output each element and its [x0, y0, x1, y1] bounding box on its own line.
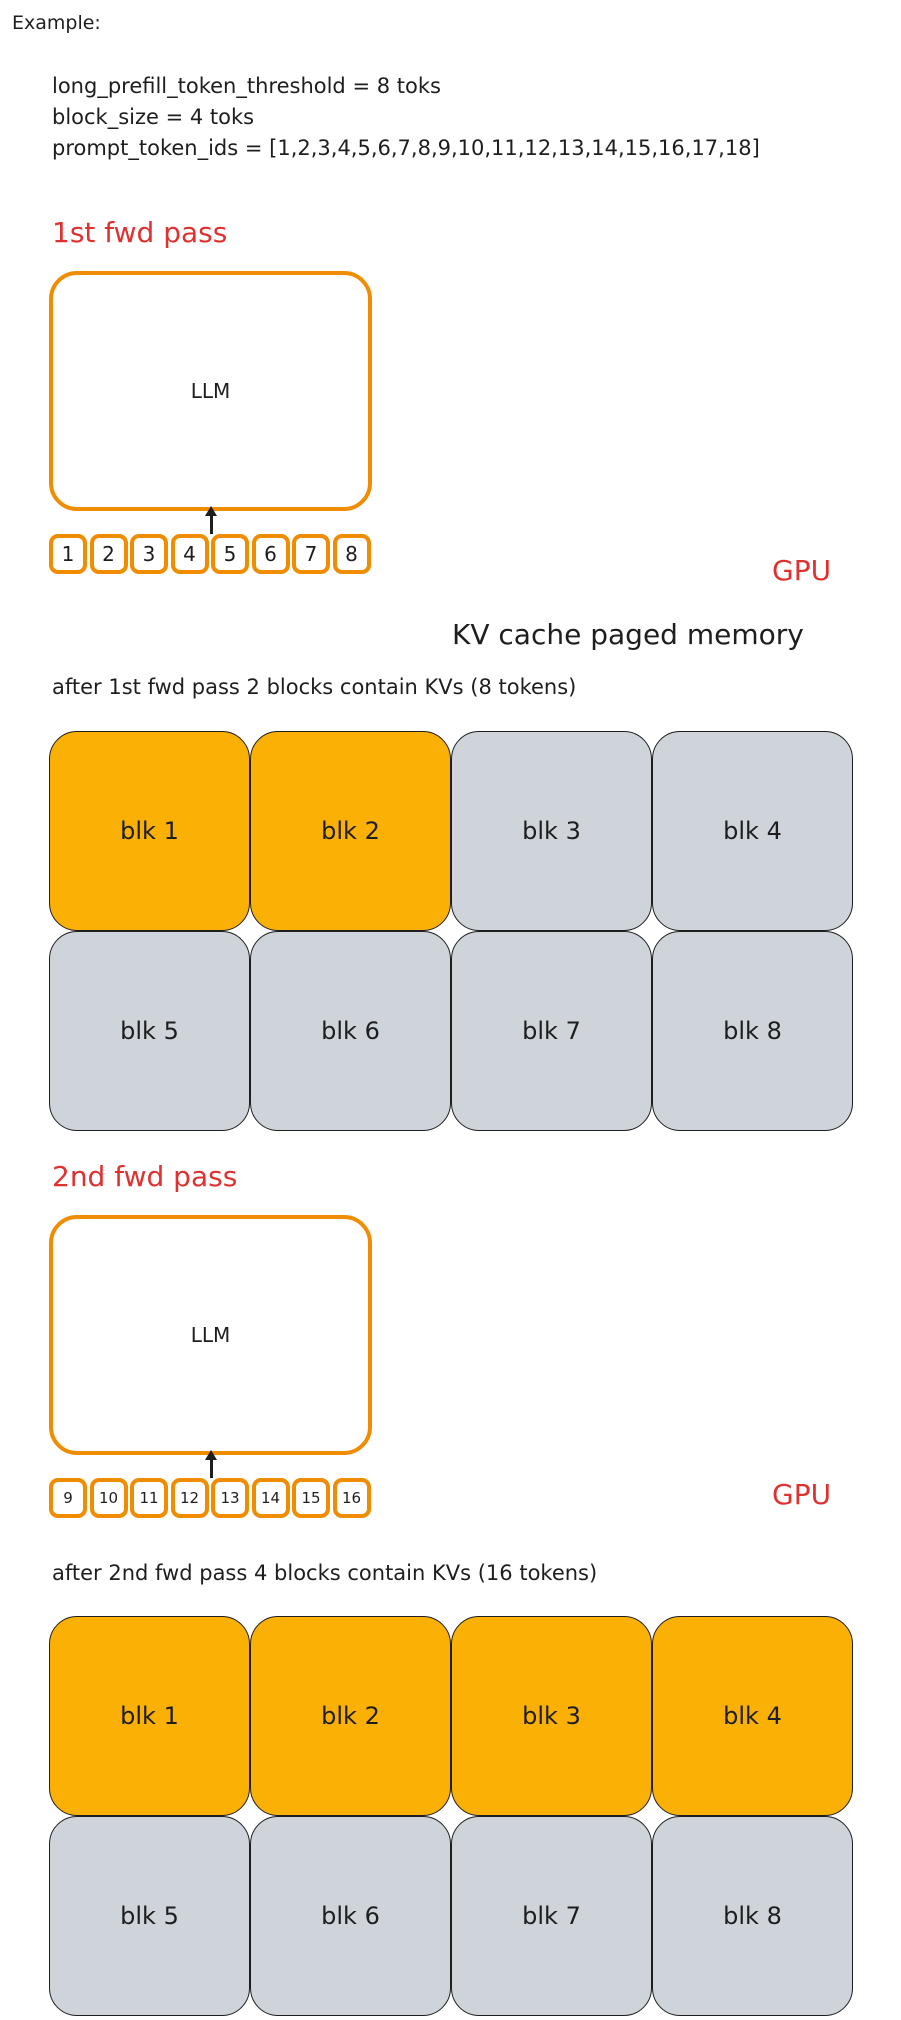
kv-block-filled: blk 3 [451, 1616, 652, 1816]
kv-block-filled: blk 1 [49, 1616, 250, 1816]
kv-block-filled: blk 2 [250, 1616, 451, 1816]
llm-box-1: LLM [49, 271, 372, 511]
kv-block-empty: blk 7 [451, 1816, 652, 2016]
token-box: 7 [292, 534, 330, 574]
token-box: 4 [170, 534, 209, 574]
token-box: 3 [130, 534, 168, 574]
token-box: 5 [211, 534, 249, 574]
kv-block-empty: blk 3 [451, 731, 652, 931]
pass-1-caption: after 1st fwd pass 2 blocks contain KVs … [52, 675, 577, 699]
kv-block-empty: blk 8 [652, 931, 853, 1131]
token-box: 15 [292, 1478, 330, 1518]
kv-block-empty: blk 7 [451, 931, 652, 1131]
kv-block-empty: blk 6 [250, 1816, 451, 2016]
kv-block-filled: blk 2 [250, 731, 451, 931]
param-prompt-token-ids: prompt_token_ids = [1,2,3,4,5,6,7,8,9,10… [52, 136, 760, 160]
kv-block-empty: blk 6 [250, 931, 451, 1131]
token-box: 10 [89, 1478, 128, 1518]
token-box: 11 [130, 1478, 168, 1518]
arrow-up-icon [205, 506, 217, 534]
token-box: 12 [170, 1478, 209, 1518]
kv-block-filled: blk 4 [652, 1616, 853, 1816]
token-row-2: 9 10 11 12 13 14 15 16 [49, 1478, 373, 1518]
pass-1-title: 1st fwd pass [52, 216, 228, 249]
token-box: 6 [251, 534, 290, 574]
pass-2-title: 2nd fwd pass [52, 1160, 238, 1193]
kv-block-grid-1: blk 1 blk 2 blk 3 blk 4 blk 5 blk 6 blk 7 blk 8 [49, 731, 853, 1131]
pass-2-caption: after 2nd fwd pass 4 blocks contain KVs … [52, 1561, 598, 1585]
gpu-label-1: GPU [772, 554, 832, 587]
llm-label: LLM [190, 1323, 231, 1347]
kv-block-empty: blk 5 [49, 1816, 250, 2016]
token-box: 2 [89, 534, 128, 574]
arrow-up-icon [205, 1450, 217, 1478]
param-block-size: block_size = 4 toks [52, 105, 255, 129]
token-box: 14 [251, 1478, 290, 1518]
llm-box-2: LLM [49, 1215, 372, 1455]
token-box: 16 [332, 1478, 371, 1518]
param-threshold: long_prefill_token_threshold = 8 toks [52, 74, 441, 98]
kv-block-grid-2: blk 1 blk 2 blk 3 blk 4 blk 5 blk 6 blk 7 blk 8 [49, 1616, 853, 2016]
gpu-label-2: GPU [772, 1478, 832, 1511]
token-box: 1 [49, 534, 87, 574]
kv-block-empty: blk 5 [49, 931, 250, 1131]
llm-label: LLM [190, 379, 231, 403]
token-box: 13 [211, 1478, 249, 1518]
token-box: 9 [49, 1478, 87, 1518]
kv-block-filled: blk 1 [49, 731, 250, 931]
example-heading: Example: [12, 12, 101, 34]
kv-block-empty: blk 8 [652, 1816, 853, 2016]
memory-title: KV cache paged memory [452, 618, 804, 651]
token-box: 8 [332, 534, 371, 574]
kv-block-empty: blk 4 [652, 731, 853, 931]
